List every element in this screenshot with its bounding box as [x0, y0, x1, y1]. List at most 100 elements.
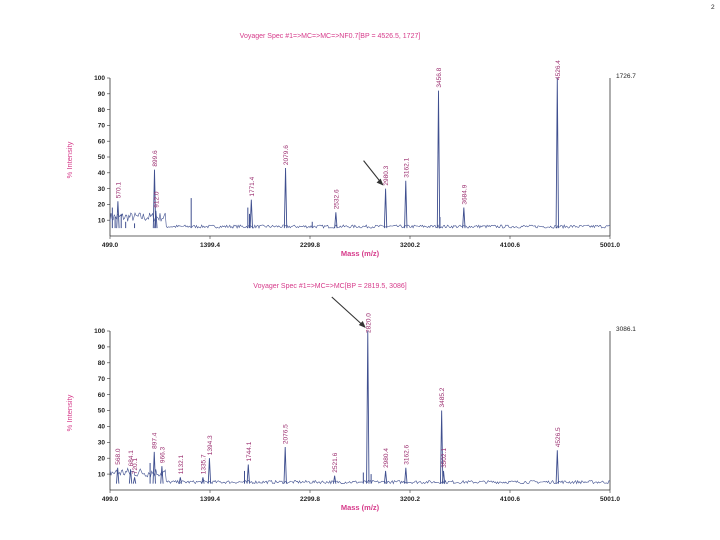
spectrum-bottom-peak	[116, 467, 120, 484]
spectrum-bottom-peak-label: 684.1	[128, 450, 135, 467]
spectrum-bottom-peak-label: 1132.1	[178, 454, 185, 474]
spectrum-top-y-tick-label: 90	[98, 91, 106, 98]
spectrum-bottom-x-tick-label: 4100.6	[500, 496, 520, 503]
spectrum-bottom-trace	[109, 467, 611, 485]
spectrum-top-peak-label: 1771.4	[249, 176, 256, 196]
spectrum-bottom-peak	[332, 475, 337, 484]
spectrum-top-peak-label: 3456.8	[436, 67, 443, 87]
spectrum-top-peak-label: 2532.6	[333, 189, 340, 209]
spectrum-top-y-tick-label: 70	[98, 123, 106, 130]
spectrum-bottom-peak-label: 897.4	[152, 432, 159, 449]
spectrum-bottom-y-tick-label: 40	[98, 424, 106, 431]
spectrum-bottom-peak	[283, 447, 287, 484]
spectrum-bottom-xlabel: Mass (m/z)	[341, 503, 380, 512]
spectrum-bottom-peak	[440, 410, 444, 484]
spectrum-bottom-peak-label: 720.1	[132, 458, 139, 475]
spectrum-bottom-title: Voyager Spec #1=>MC=>MC[BP = 2819.5, 308…	[253, 283, 406, 290]
spectrum-bottom-peak	[404, 467, 408, 484]
spectrum-top-y-tick-label: 50	[98, 154, 106, 161]
spectrum-top-peak	[249, 199, 253, 229]
spectrum-bottom-peak-label: 2076.5	[283, 424, 290, 444]
spectrum-bottom-peak	[152, 451, 156, 484]
spectrum-top-peak	[555, 77, 559, 229]
spectrum-top-y-tick-label: 10	[98, 217, 106, 224]
spectrum-bottom-x-tick-label: 5001.0	[600, 496, 620, 503]
spectrum-bottom-peak-label: 2980.4	[383, 448, 390, 468]
spectrum-top-peak	[436, 90, 441, 229]
spectrum-bottom-peak-label: 1335.7	[200, 454, 207, 474]
spectrum-top-peak-label: 3684.9	[461, 184, 468, 204]
spectrum-top: Voyager Spec #1=>MC=>MC=>NF0.7[BP = 4526…	[65, 33, 636, 258]
spectrum-top-peak-label: 899.6	[152, 150, 159, 167]
spectrum-top-trace	[109, 212, 610, 229]
spectrum-top-y-tick-label: 40	[98, 170, 106, 177]
spectrum-top-peak-label: 2079.6	[283, 145, 290, 165]
spectrum-bottom-arrow-head	[358, 321, 366, 328]
spectrum-bottom-peak-label: 2521.6	[332, 452, 339, 472]
spectrum-top-peak	[334, 212, 338, 229]
spectrum-top-peak	[383, 188, 388, 229]
spectrum-bottom-peak	[201, 477, 205, 484]
spectrum-bottom-peak	[441, 470, 446, 484]
spectrum-bottom-y-tick-label: 50	[98, 408, 106, 415]
spectrum-bottom-y-tick-label: 70	[98, 376, 106, 383]
spectrum-bottom-y-tick-label: 60	[98, 392, 106, 399]
spectrum-top-y-tick-label: 100	[94, 75, 105, 82]
spectrum-top-arrow-head	[376, 178, 384, 186]
spectrum-bottom-plot: 10 20 30 40 50 60 70 80 90 100 499.0 1399.4 2299.8 32…	[94, 296, 620, 503]
spectrum-bottom-y-tick-label: 20	[98, 455, 106, 462]
spectrum-bottom-peak	[132, 477, 137, 484]
spectrum-bottom-peak	[555, 450, 559, 484]
spectrum-bottom-peak-label: 3502.1	[441, 448, 448, 468]
spectrum-top-title: Voyager Spec #1=>MC=>MC=>NF0.7[BP = 4526…	[240, 33, 421, 40]
spectrum-top-xlabel: Mass (m/z)	[341, 249, 380, 258]
page-mark: 2	[711, 4, 715, 11]
spectrum-top-peak-label: 912.0	[153, 191, 160, 208]
spectrum-bottom-arrow	[331, 296, 366, 328]
spectrum-bottom-y-tick-label: 80	[98, 360, 106, 367]
spectrum-top-peak-label: 2980.3	[383, 165, 390, 185]
spectrum-bottom-y-tick-label: 30	[98, 440, 106, 447]
spectrum-top-x-tick-label: 5001.0	[600, 242, 620, 249]
spectrum-top-x-tick-label: 2299.8	[300, 242, 320, 249]
spectrum-bottom-peak-label: 4526.5	[555, 427, 562, 447]
spectrum-top-peak	[116, 201, 120, 229]
spectrum-bottom-y-tick-label: 90	[98, 344, 106, 351]
spectrum-bottom-peak-label: 1394.3	[207, 435, 214, 455]
spectrum-top-plot: 10 20 30 40 50 60 70 80 90 100 499.0 1399.4 2299.8 32…	[94, 60, 620, 249]
spectrum-bottom-peak	[128, 469, 133, 484]
spectrum-bottom-peak-label: 966.3	[159, 446, 166, 463]
spectrum-bottom-ylabel: % Intensity	[65, 394, 74, 431]
spectrum-bottom-x-tick-label: 1399.4	[200, 496, 220, 503]
spectrum-bottom-peak-label: 3485.2	[439, 387, 446, 407]
spectrum-top-y-tick-label: 30	[98, 186, 106, 193]
spectrum-top-bp-value: 1726.7	[616, 73, 636, 80]
spectrum-top-peak	[283, 168, 288, 229]
spectrum-bottom-peak	[246, 464, 250, 484]
spectrum-top-x-tick-label: 499.0	[102, 242, 119, 249]
spectrum-bottom-y-tick-label: 10	[98, 471, 106, 478]
spectrum-bottom-peak-label: 568.0	[115, 448, 122, 465]
spectrum-bottom-peak-label: 3162.6	[403, 444, 410, 464]
spectrum-top-peak	[152, 169, 157, 229]
spectrum-bottom-peak	[160, 466, 164, 484]
spectrum-bottom-peak	[178, 477, 182, 484]
spectrum-bottom-bp-value: 3086.1	[616, 326, 636, 333]
spectrum-top-peak-label: 4526.4	[555, 60, 562, 80]
spectrum-bottom-y-tick-label: 100	[94, 328, 105, 335]
spectrum-bottom-peak	[383, 470, 388, 484]
spectrum-bottom-peak-label: 1744.1	[246, 441, 253, 461]
spectrum-bottom-peak	[207, 458, 212, 484]
spectrum-top-y-tick-label: 20	[98, 202, 106, 209]
spectrum-top-peak	[154, 210, 158, 229]
spectrum-top-x-tick-label: 3200.2	[400, 242, 420, 249]
spectrum-top-peak	[462, 207, 466, 229]
spectrum-bottom-peak	[366, 330, 370, 484]
spectrum-top-y-tick-label: 80	[98, 107, 106, 114]
spectrum-top-x-tick-label: 4100.6	[500, 242, 520, 249]
spectrum-top-x-tick-label: 1399.4	[200, 242, 220, 249]
spectrum-bottom-x-tick-label: 3200.2	[400, 496, 420, 503]
spectrum-bottom: Voyager Spec #1=>MC=>MC[BP = 2819.5, 308…	[65, 283, 636, 512]
spectrum-top-peak-label: 3162.1	[403, 157, 410, 177]
